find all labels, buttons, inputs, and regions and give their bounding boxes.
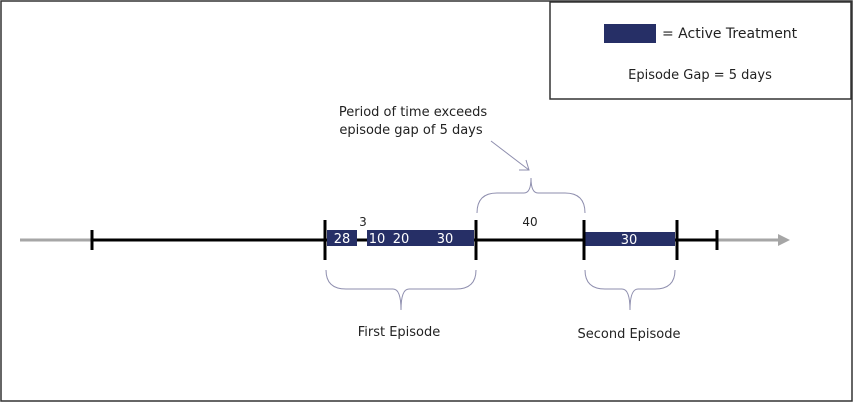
second-episode-brace [584, 269, 676, 311]
bar-10 [367, 230, 387, 246]
annotation-line-2: episode gap of 5 days [339, 123, 483, 138]
bar-20 [387, 230, 418, 246]
second-episode-label: Second Episode [577, 327, 680, 342]
bar-label-20: 20 [393, 232, 410, 247]
legend-swatch [604, 24, 656, 43]
bar-label-28: 28 [334, 232, 351, 247]
annotation-arrow [490, 140, 530, 171]
legend-gap-label: Episode Gap = 5 days [628, 68, 772, 83]
bar-label-30-first: 30 [437, 232, 454, 247]
first-episode-label: First Episode [358, 325, 441, 340]
bar-30-first [418, 230, 474, 246]
legend: = Active Treatment Episode Gap = 5 days [549, 1, 852, 100]
annotation-line-1: Period of time exceeds [339, 105, 487, 120]
first-episode-brace [325, 269, 477, 311]
bar-label-30-second: 30 [621, 233, 638, 248]
bar-28 [327, 230, 357, 246]
legend-box [549, 1, 852, 100]
gap-label-large: 40 [522, 215, 537, 229]
bar-30-second [585, 232, 675, 246]
gap-brace [476, 177, 586, 214]
timeline-arrowhead [778, 234, 790, 246]
legend-swatch-label: = Active Treatment [662, 26, 798, 42]
gap-label-small: 3 [359, 215, 367, 229]
bar-label-10: 10 [369, 232, 386, 247]
